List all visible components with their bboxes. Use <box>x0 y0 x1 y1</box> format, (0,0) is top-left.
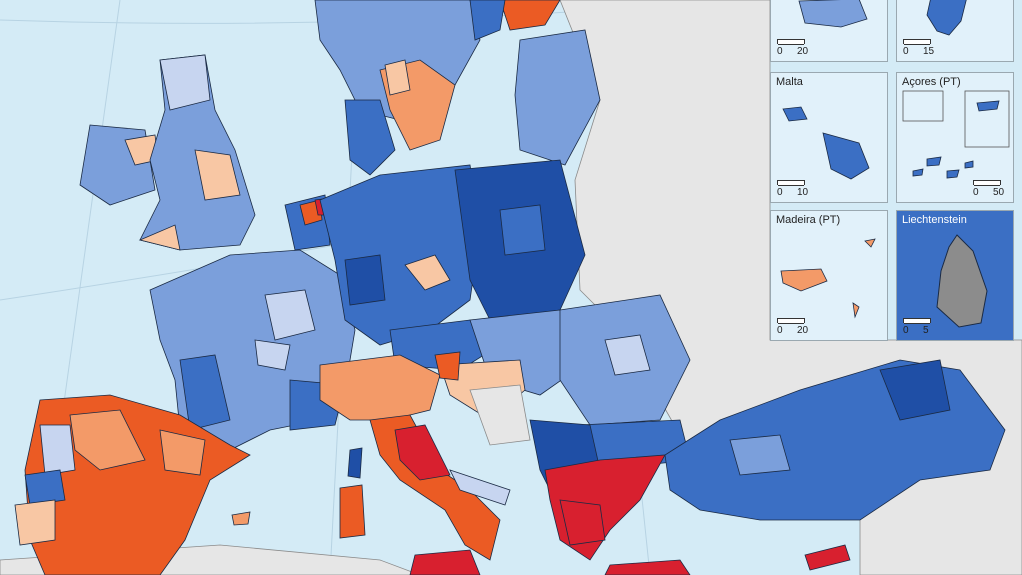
portugal-north <box>39 424 76 476</box>
scale-bar: 0 20 <box>777 39 817 57</box>
inset-top-left: 0 20 <box>770 0 888 62</box>
france-centre-light <box>264 289 316 341</box>
england-north <box>194 149 241 201</box>
inset-title: Malta <box>776 76 803 88</box>
inset-acores: Açores (PT) 0 50 <box>896 72 1014 203</box>
inset-title: Madeira (PT) <box>776 214 841 226</box>
germany-dark <box>344 254 386 306</box>
inset-title: Açores (PT) <box>902 76 961 88</box>
inset-malta: Malta 0 10 <box>770 72 888 203</box>
spain-north <box>69 409 146 471</box>
crete <box>604 559 691 575</box>
scale-bar: 0 10 <box>777 180 817 198</box>
baltics <box>514 29 601 166</box>
puglia <box>449 469 511 506</box>
portugal-south <box>14 499 56 546</box>
scotland-north <box>159 54 211 111</box>
inset-top-right: 0 15 <box>896 0 1014 62</box>
france-pale <box>254 339 291 371</box>
cornwall <box>138 224 181 251</box>
portugal-centre <box>24 469 66 506</box>
peloponnese <box>559 499 606 546</box>
romania-light <box>604 334 651 376</box>
cyprus <box>804 544 851 571</box>
corsica <box>347 447 363 479</box>
turkey-west-light <box>729 434 791 476</box>
inset-title: Liechtenstein <box>902 214 967 226</box>
turkey-east-dark <box>879 359 951 421</box>
sardinia <box>339 484 366 539</box>
finland-west <box>469 0 506 41</box>
slovenia <box>434 351 461 381</box>
bosnia <box>469 384 531 446</box>
stockholm-region <box>384 59 411 96</box>
finland-south <box>499 0 561 31</box>
scale-bar: 0 20 <box>777 318 817 336</box>
catalonia-area <box>159 429 206 476</box>
inset-madeira: Madeira (PT) 0 20 <box>770 210 888 341</box>
sicily <box>409 549 481 575</box>
czech-capital <box>404 254 451 291</box>
balearic-islands <box>231 511 251 526</box>
scale-bar: 0 50 <box>973 180 1013 198</box>
scale-bar: 0 15 <box>903 39 943 57</box>
france-southwest <box>179 354 231 431</box>
poland-centre <box>499 204 546 256</box>
italy-centre-red <box>394 424 451 481</box>
denmark <box>344 99 396 176</box>
